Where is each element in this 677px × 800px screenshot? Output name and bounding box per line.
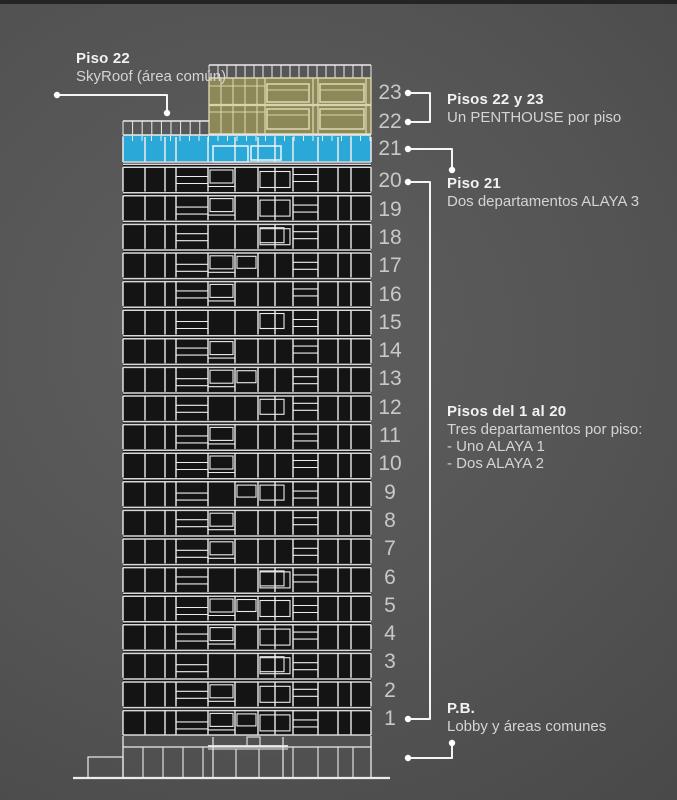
leader-lines: [53, 89, 456, 762]
floor-number-1: 1: [384, 707, 396, 730]
callout-floor-21: Piso 21 Dos departamentos ALAYA 3: [447, 175, 639, 210]
floor-number-5: 5: [384, 593, 396, 617]
floor-number-21: 21: [378, 137, 402, 160]
floor-number-10: 10: [378, 452, 402, 476]
floor-21-band: [122, 134, 372, 163]
floor-number-14: 14: [378, 339, 402, 363]
callout-floors-1-20-body: Tres departamentos por piso:: [447, 421, 643, 438]
callout-skyroof-body: SkyRoof (área común): [76, 68, 227, 85]
skyroof-terrace-railing: [122, 120, 209, 135]
top-border-bar: [0, 0, 677, 4]
floor-number-20: 20: [378, 169, 402, 193]
callout-floor-21-body: Dos departamentos ALAYA 3: [447, 193, 640, 210]
floor-number-19: 19: [378, 197, 402, 221]
floor-number-9: 9: [384, 480, 396, 504]
floor-number-12: 12: [378, 395, 402, 419]
floor-number-11: 11: [379, 424, 401, 447]
floor-number-16: 16: [378, 282, 402, 306]
floor-number-8: 8: [384, 508, 396, 532]
callout-floor-21-title: Piso 21: [447, 175, 501, 192]
callout-floors-1-20-title: Pisos del 1 al 20: [447, 403, 567, 420]
callout-ground-floor-body: Lobby y áreas comunes: [447, 718, 607, 735]
floor-number-18: 18: [378, 225, 402, 249]
floor-number-17: 17: [378, 254, 402, 278]
callout-penthouse: Pisos 22 y 23 Un PENTHOUSE por piso: [447, 91, 621, 126]
callout-skyroof: Piso 22 SkyRoof (área común): [76, 50, 226, 85]
floor-number-13: 13: [378, 367, 402, 391]
callout-skyroof-title: Piso 22: [76, 50, 130, 67]
floor-number-7: 7: [384, 537, 396, 561]
roof-parapet: [208, 64, 372, 79]
floor-number-15: 15: [378, 310, 402, 334]
floor-number-22: 22: [378, 110, 402, 133]
building-graphic: [73, 64, 390, 780]
callout-floors-1-20: Pisos del 1 al 20 Tres departamentos por…: [447, 403, 642, 472]
callout-penthouse-title: Pisos 22 y 23: [447, 91, 544, 108]
callout-ground-floor-title: P.B.: [447, 700, 476, 717]
callout-floors-1-20-item-alaya1: - Uno ALAYA 1: [447, 438, 545, 455]
penthouse-block: [208, 77, 372, 135]
callout-penthouse-body: Un PENTHOUSE por piso: [447, 109, 622, 126]
floor-number-4: 4: [384, 622, 396, 646]
floor-number-23: 23: [378, 81, 402, 104]
ground-floor-wireframe: [73, 736, 390, 780]
callout-floors-1-20-item-alaya2: - Dos ALAYA 2: [447, 455, 544, 472]
callout-ground-floor: P.B. Lobby y áreas comunes: [447, 700, 606, 735]
floor-number-2: 2: [384, 678, 396, 702]
floor-number-6: 6: [384, 565, 396, 589]
floor-number-3: 3: [384, 650, 396, 674]
tower-facade-floors-1-20: [122, 163, 372, 736]
